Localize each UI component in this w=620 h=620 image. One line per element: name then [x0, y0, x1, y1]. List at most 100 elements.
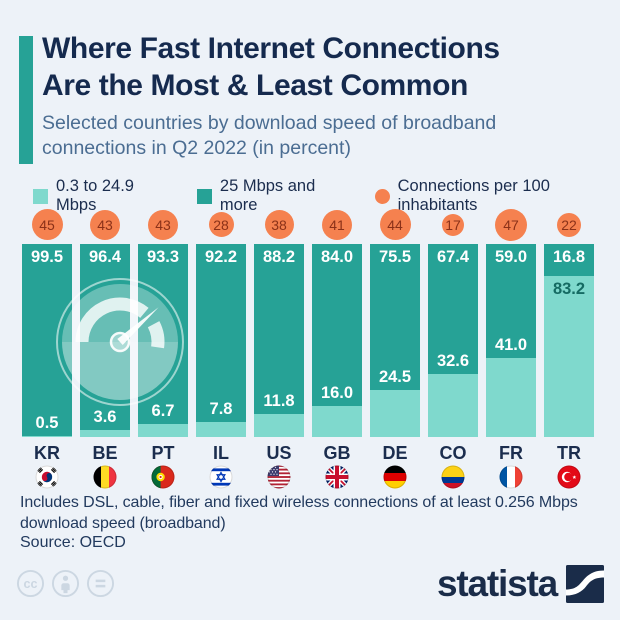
license-icons: cc: [16, 569, 115, 598]
slow-share-value: 83.2: [552, 280, 586, 298]
fast-share-value: 59.0: [494, 248, 528, 266]
germany-flag-icon: [370, 465, 420, 489]
connections-per-100-bubble: 28: [208, 212, 234, 237]
slow-segment: [370, 390, 420, 437]
svg-text:cc: cc: [24, 577, 38, 591]
slow-segment: [486, 358, 536, 437]
stacked-bar-US: 88.2 11.8: [254, 244, 304, 437]
stacked-bar-BE: 96.4 3.6: [80, 244, 130, 437]
connections-bubble-row: 17: [428, 205, 478, 244]
stacked-bar-CO: 67.4 32.6: [428, 244, 478, 437]
slow-segment: [80, 430, 130, 437]
connections-per-100-bubble: 22: [557, 212, 581, 237]
stacked-bar-DE: 75.5 24.5: [370, 244, 420, 437]
fast-segment: [370, 244, 420, 390]
stacked-bar-KR: 99.5 0.5: [22, 244, 72, 437]
slow-share-value: 41.0: [494, 336, 528, 354]
legend-label: 0.3 to 24.9 Mbps: [56, 177, 134, 214]
fast-segment: [486, 244, 536, 358]
source-label: Source: OECD: [20, 534, 126, 551]
footnote: Includes DSL, cable, fiber and fixed wir…: [20, 494, 578, 532]
fast-segment: [22, 244, 72, 436]
country-column-FR: 47 59.0 41.0 FR: [486, 205, 536, 489]
page-subtitle: Selected countries by download speed of …: [42, 112, 497, 159]
stacked-bar-GB: 84.0 16.0: [312, 244, 362, 437]
connections-bubble-row: 47: [486, 205, 536, 244]
slow-share-value: 7.8: [209, 400, 233, 418]
stacked-bar-TR: 16.8 83.2: [544, 244, 594, 437]
slow-segment: [22, 436, 72, 437]
fast-segment: [138, 244, 188, 424]
legend-label: Connections per 100 inhabitants: [397, 177, 550, 214]
portugal-flag-icon: [138, 465, 188, 489]
country-code-label: DE: [382, 443, 408, 463]
united-kingdom-flag-icon: [312, 465, 362, 489]
country-code-label: IL: [213, 443, 229, 463]
slow-segment: [196, 422, 246, 437]
legend-item-connections: Connections per 100 inhabitants: [374, 177, 620, 215]
fast-share-value: 16.8: [552, 248, 586, 266]
slow-share-value: 0.5: [35, 414, 59, 432]
country-code-label: PT: [151, 443, 175, 463]
orange-circle-swatch-icon: [374, 188, 390, 204]
legend-item-fast: 25 Mbps and more: [196, 177, 349, 215]
slow-share-value: 16.0: [320, 384, 354, 402]
attribution-icon: [51, 569, 80, 598]
statista-logo: statista: [437, 563, 604, 605]
fast-share-value: 75.5: [378, 248, 412, 266]
fast-share-value: 99.5: [30, 248, 64, 266]
connections-per-100-bubble: 43: [90, 209, 120, 240]
title-accent-bar: [19, 36, 33, 164]
statista-logo-text: statista: [437, 563, 558, 604]
statista-logo-icon: [566, 565, 604, 603]
france-flag-icon: [486, 465, 536, 489]
slow-segment: [428, 374, 478, 437]
slow-segment: [544, 276, 594, 437]
fast-share-value: 88.2: [262, 248, 296, 266]
fast-share-value: 96.4: [88, 248, 122, 266]
fast-share-value: 84.0: [320, 248, 354, 266]
light-teal-swatch-icon: [33, 188, 48, 204]
connections-bubble-row: 22: [544, 205, 594, 244]
fast-segment: [80, 244, 130, 430]
colombia-flag-icon: [428, 465, 478, 489]
fast-segment: [544, 244, 594, 276]
connections-bubble-row: 44: [370, 205, 420, 244]
country-code-label: BE: [92, 443, 118, 463]
country-column-DE: 44 75.5 24.5 DE: [370, 205, 420, 489]
chart-columns: 45 99.5 0.5 KR 43: [22, 205, 598, 489]
legend: 0.3 to 24.9 Mbps 25 Mbps and more Connec…: [33, 177, 620, 215]
slow-segment: [254, 414, 304, 437]
slow-share-value: 24.5: [378, 368, 412, 386]
country-column-IL: 28 92.2 7.8 IL: [196, 205, 246, 489]
slow-share-value: 3.6: [93, 408, 117, 426]
page-title: Where Fast Internet Connections Are the …: [42, 32, 500, 102]
connections-bubble-row: 45: [22, 205, 72, 244]
country-column-TR: 22 16.8 83.2 TR: [544, 205, 594, 489]
connections-bubble-row: 41: [312, 205, 362, 244]
slow-segment: [138, 424, 188, 437]
connections-per-100-bubble: 43: [148, 209, 178, 240]
turkey-flag-icon: [544, 465, 594, 489]
fast-segment: [254, 244, 304, 414]
connections-bubble-row: 43: [80, 205, 130, 244]
country-column-US: 38 88.2 11.8 US: [254, 205, 304, 489]
south-korea-flag-icon: [22, 465, 72, 489]
belgium-flag-icon: [80, 465, 130, 489]
legend-item-slow: 0.3 to 24.9 Mbps: [33, 177, 171, 215]
fast-share-value: 92.2: [204, 248, 238, 266]
country-column-CO: 17 67.4 32.6 CO: [428, 205, 478, 489]
legend-label: 25 Mbps and more: [219, 177, 316, 214]
slow-share-value: 6.7: [151, 402, 175, 420]
stacked-bar-PT: 93.3 6.7: [138, 244, 188, 437]
fast-segment: [428, 244, 478, 374]
stacked-bar-FR: 59.0 41.0: [486, 244, 536, 437]
creative-commons-icon: cc: [16, 569, 45, 598]
country-column-KR: 45 99.5 0.5 KR: [22, 205, 72, 489]
country-column-PT: 43 93.3 6.7 PT: [138, 205, 188, 489]
connections-bubble-row: 38: [254, 205, 304, 244]
connections-per-100-bubble: 44: [379, 209, 411, 240]
connections-per-100-bubble: 17: [442, 213, 464, 236]
country-code-label: FR: [499, 443, 523, 463]
fast-share-value: 67.4: [436, 248, 470, 266]
